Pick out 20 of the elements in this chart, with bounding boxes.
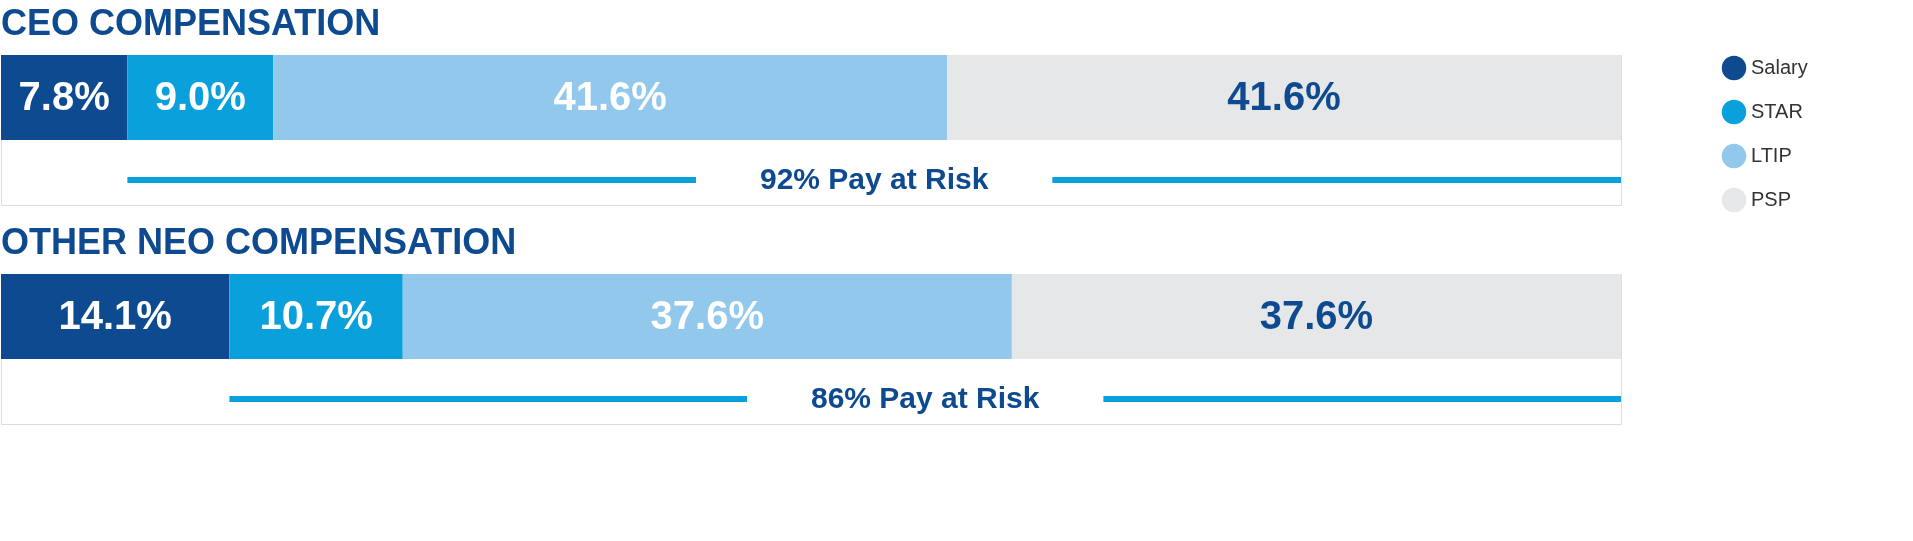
text: 92% Pay at Risk — [759, 162, 989, 195]
bar — [229, 274, 403, 359]
data-label: 41.6% — [553, 73, 667, 118]
legend-label: STAR — [1751, 100, 1803, 122]
bar — [273, 55, 948, 140]
chart-title: OTHER NEO COMPENSATION — [1, 221, 517, 262]
data-label: 14.1% — [58, 292, 172, 337]
data-label: 10.7% — [259, 292, 373, 337]
legend-label: LTIP — [1751, 144, 1792, 166]
legend-label: Salary — [1751, 56, 1808, 78]
legend-label: PSP — [1751, 188, 1792, 210]
data-label: 9.0% — [154, 73, 246, 118]
data-label: 37.6% — [1259, 292, 1374, 337]
text: 86% Pay at Risk — [810, 381, 1040, 414]
data-label: 7.8% — [18, 73, 110, 118]
data-label: 37.6% — [650, 292, 765, 337]
data-label: 41.6% — [1227, 73, 1341, 118]
bar — [402, 274, 1012, 359]
bar — [1, 274, 230, 359]
chart-title: CEO COMPENSATION — [1, 2, 381, 43]
